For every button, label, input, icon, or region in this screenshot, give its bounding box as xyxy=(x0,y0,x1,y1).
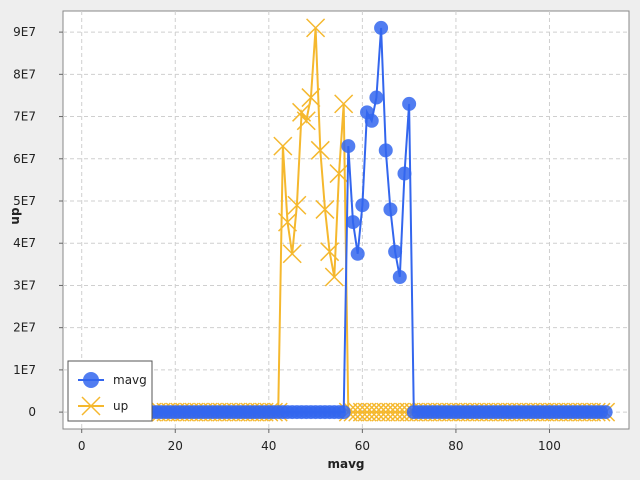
legend-marker-mavg xyxy=(83,372,99,388)
data-point-up xyxy=(371,402,391,422)
data-point-up xyxy=(273,136,293,156)
data-point-up xyxy=(357,402,377,422)
data-point-mavg xyxy=(374,20,389,35)
y-axis-label: up xyxy=(8,207,22,225)
data-point-mavg xyxy=(355,198,370,213)
x-tick-label: 60 xyxy=(355,439,370,453)
legend-marker-up xyxy=(81,396,101,416)
data-point-up xyxy=(287,195,307,215)
y-tick-label: 4E7 xyxy=(13,236,36,250)
legend-label-mavg: mavg xyxy=(113,373,147,387)
x-tick-label: 80 xyxy=(448,439,463,453)
data-point-mavg xyxy=(397,166,412,181)
legend-label-up: up xyxy=(113,399,128,413)
data-point-mavg xyxy=(336,405,351,420)
data-point-up xyxy=(366,402,386,422)
data-point-mavg xyxy=(383,202,398,217)
y-tick-label: 8E7 xyxy=(13,67,36,81)
data-point-up xyxy=(352,402,372,422)
data-point-up xyxy=(277,212,298,232)
data-point-up xyxy=(282,244,302,264)
data-point-up xyxy=(362,402,382,422)
x-axis-label: mavg xyxy=(327,457,364,471)
y-tick-label: 3E7 xyxy=(13,278,36,292)
y-tick-label: 5E7 xyxy=(13,194,36,208)
data-point-mavg xyxy=(388,244,403,259)
y-tick-label: 2E7 xyxy=(13,321,36,335)
data-point-mavg xyxy=(402,96,417,111)
legend: mavg up xyxy=(67,360,153,422)
y-tick-label: 0 xyxy=(28,405,36,419)
x-tick-label: 100 xyxy=(538,439,561,453)
y-tick-label: 6E7 xyxy=(13,152,36,166)
series-mavg xyxy=(144,20,613,420)
x-tick-label: 40 xyxy=(261,439,276,453)
data-point-mavg xyxy=(378,143,393,158)
x-tick-label: 0 xyxy=(78,439,86,453)
axis-ticks: 0 20 40 60 80 100 0 1E7 2E7 3E7 4E7 5E7 6E7 7E7 8E7 9E7 xyxy=(13,25,561,453)
legend-box xyxy=(67,360,153,422)
data-point-up xyxy=(296,111,316,131)
data-point-up xyxy=(348,402,368,422)
data-point-up xyxy=(301,88,321,108)
data-point-mavg xyxy=(392,270,407,284)
data-point-mavg xyxy=(369,90,384,105)
data-point-up xyxy=(306,18,326,38)
data-point-up xyxy=(380,402,400,422)
x-tick-label: 20 xyxy=(168,439,183,453)
y-tick-label: 7E7 xyxy=(13,110,36,124)
data-point-mavg xyxy=(346,215,361,230)
data-point-up xyxy=(292,102,312,122)
data-point-mavg xyxy=(350,246,365,261)
data-point-mavg xyxy=(341,139,356,154)
data-point-up xyxy=(376,402,396,422)
data-point-up xyxy=(320,242,340,262)
data-point-up xyxy=(385,402,405,422)
data-point-up xyxy=(310,140,330,160)
y-tick-label: 1E7 xyxy=(13,363,36,377)
data-point-up xyxy=(324,267,344,287)
data-point-up xyxy=(315,199,335,219)
data-point-up xyxy=(390,402,410,422)
data-point-up xyxy=(329,164,349,184)
data-point-up xyxy=(334,94,354,114)
data-point-mavg xyxy=(364,113,379,128)
y-tick-label: 9E7 xyxy=(13,25,36,39)
data-point-mavg xyxy=(598,405,613,420)
